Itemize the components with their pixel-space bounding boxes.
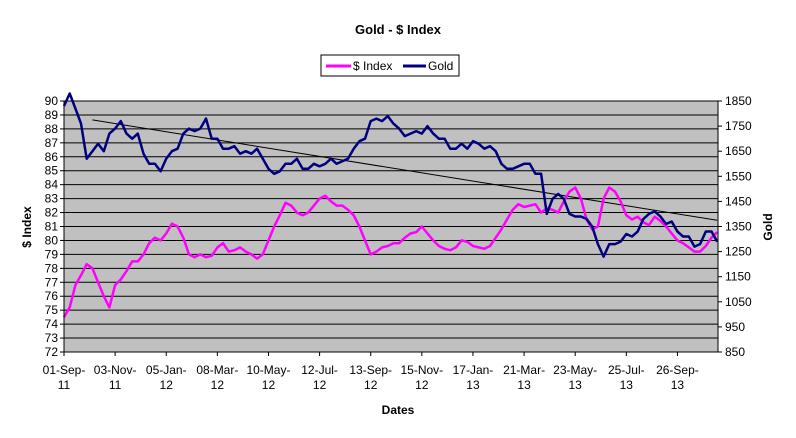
y2-tick-label: 1250: [725, 245, 752, 259]
x-tick-label: 08-Mar-: [196, 363, 238, 377]
x-tick-label: 23-May-: [553, 363, 597, 377]
y-tick-label: 82: [45, 206, 59, 220]
x-tick-label: 12-Jul-: [301, 363, 338, 377]
y2-tick-label: 1650: [725, 144, 752, 158]
x-tick-label-year: 13: [671, 378, 685, 392]
y2-tick-label: 1850: [725, 94, 752, 108]
y2-tick-label: 1050: [725, 295, 752, 309]
x-tick-label: 17-Jan-: [453, 363, 494, 377]
chart-title: Gold - $ Index: [355, 22, 442, 37]
y-tick-label: 89: [45, 108, 59, 122]
y2-tick-label: 1750: [725, 119, 752, 133]
legend-box: [320, 54, 460, 77]
y-tick-label: 83: [45, 192, 59, 206]
y2-tick-label: 1150: [725, 270, 751, 284]
legend-label-dollar-index: $ Index: [353, 59, 392, 73]
y-tick-label: 81: [45, 220, 59, 234]
x-tick-label: 03-Nov-: [94, 363, 137, 377]
x-tick-label: 13-Sep-: [349, 363, 392, 377]
trendline: [92, 119, 718, 221]
x-tick-label: 01-Sep-: [43, 363, 86, 377]
x-tick-label-year: 13: [517, 378, 531, 392]
x-tick-label: 21-Mar-: [503, 363, 545, 377]
series-lines: [62, 92, 719, 318]
x-tick-label-year: 12: [313, 378, 327, 392]
legend: $ Index Gold: [320, 54, 460, 77]
y-tick-label: 76: [45, 289, 59, 303]
y-tick-label: 85: [45, 164, 59, 178]
y-tick-label: 72: [45, 345, 59, 359]
x-tick-label-year: 12: [415, 378, 429, 392]
y-tick-label: 77: [45, 275, 59, 289]
y-tick-label: 75: [45, 303, 59, 317]
y2-tick-label: 950: [725, 320, 745, 334]
y2-tick-label: 1450: [725, 194, 752, 208]
x-tick-label-year: 11: [58, 378, 71, 392]
x-axis: 01-Sep-1103-Nov-1105-Jan-1208-Mar-1210-M…: [43, 351, 718, 392]
y-tick-label: 73: [45, 331, 59, 345]
series-line-gold: [62, 92, 719, 258]
x-tick-label-year: 13: [620, 378, 634, 392]
x-tick-label: 05-Jan-: [146, 363, 187, 377]
x-tick-label-year: 12: [364, 378, 378, 392]
y-tick-label: 84: [45, 178, 59, 192]
x-tick-label-year: 11: [109, 378, 122, 392]
y2-tick-label: 1350: [725, 220, 752, 234]
y-axis-title: $ Index: [20, 206, 34, 248]
x-tick-label: 25-Jul-: [608, 363, 645, 377]
x-axis-title: Dates: [382, 403, 415, 417]
x-tick-label-year: 12: [160, 378, 174, 392]
y2-tick-label: 1550: [725, 169, 752, 183]
x-tick-label-year: 12: [262, 378, 276, 392]
y-tick-label: 88: [45, 122, 59, 136]
gold-trendline: [92, 119, 718, 221]
x-tick-label: 26-Sep-: [656, 363, 699, 377]
x-tick-label: 15-Nov-: [400, 363, 443, 377]
y-tick-label: 90: [45, 94, 59, 108]
y-tick-label: 74: [45, 317, 59, 331]
x-tick-label-year: 13: [466, 378, 480, 392]
y2-tick-label: 850: [725, 345, 745, 359]
legend-label-gold: Gold: [428, 59, 453, 73]
y-tick-label: 79: [45, 247, 59, 261]
y-tick-label: 87: [45, 136, 59, 150]
y-tick-label: 80: [45, 233, 59, 247]
series-line-dollar-index: [62, 186, 719, 318]
x-tick-label: 10-May-: [246, 363, 290, 377]
y-axis-right: 850 950 1050 1150 1250 1350 1450 1550 1650 1750 18…: [717, 94, 752, 359]
y-tick-label: 78: [45, 261, 59, 275]
y-tick-label: 86: [45, 150, 59, 164]
x-tick-label-year: 13: [569, 378, 583, 392]
y2-axis-title: Gold: [761, 213, 775, 240]
x-tick-label-year: 12: [211, 378, 225, 392]
